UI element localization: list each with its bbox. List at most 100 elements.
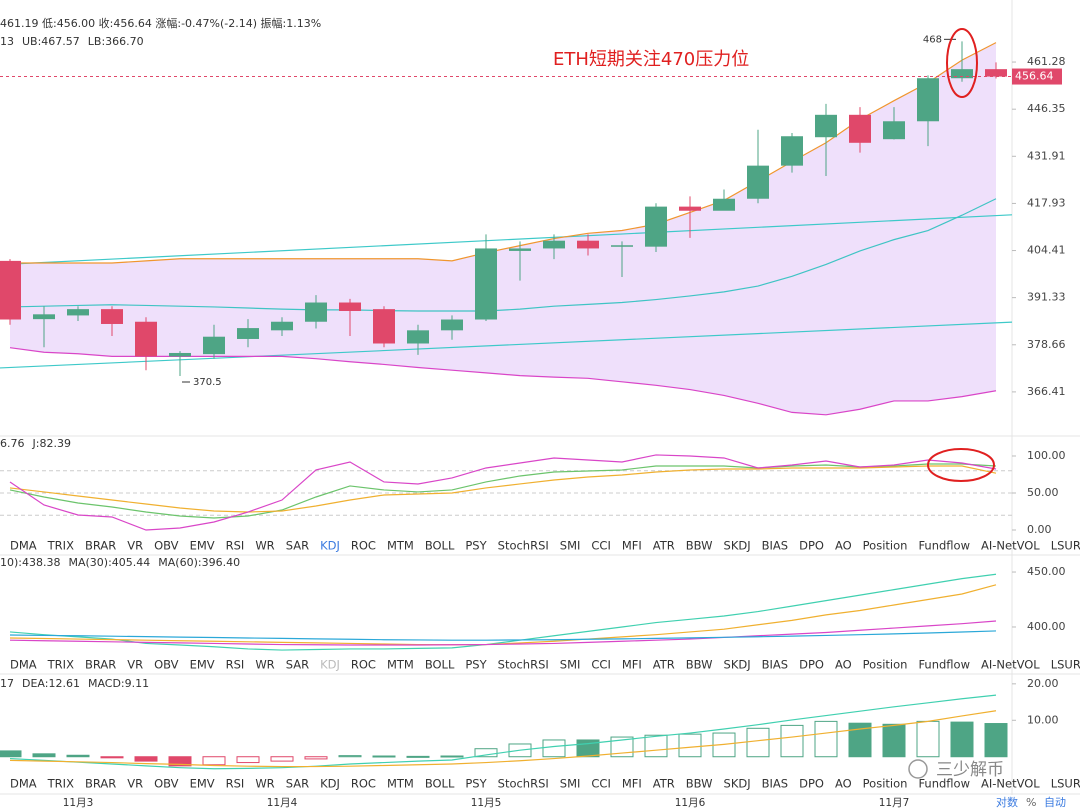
- indicator-tab[interactable]: SAR: [286, 658, 309, 672]
- indicator-tab[interactable]: AO: [835, 658, 852, 672]
- indicator-tab[interactable]: AI-NetVOL: [981, 777, 1040, 791]
- indicator-tab[interactable]: StochRSI: [498, 539, 549, 553]
- indicator-tab[interactable]: KDJ: [320, 777, 340, 791]
- indicator-tab[interactable]: Position: [863, 658, 908, 672]
- indicator-tab[interactable]: EMV: [190, 658, 215, 672]
- y-tick-label: 378.66: [1027, 338, 1066, 351]
- indicator-tab[interactable]: BOLL: [425, 658, 455, 672]
- indicator-tab[interactable]: SMI: [560, 658, 581, 672]
- indicator-tab[interactable]: DPO: [799, 777, 824, 791]
- indicator-tab[interactable]: PSY: [465, 539, 487, 553]
- indicator-tab[interactable]: BRAR: [85, 777, 116, 791]
- indicator-tab[interactable]: DPO: [799, 539, 824, 553]
- indicator-tab[interactable]: ROC: [351, 658, 376, 672]
- indicator-tab[interactable]: KDJ: [320, 658, 340, 672]
- indicator-tab[interactable]: WR: [255, 777, 274, 791]
- plot-layer: 461.28 446.35 431.91 417.93 404.41 391.33 378.…: [0, 16, 1080, 809]
- indicator-tab[interactable]: MTM: [387, 658, 414, 672]
- indicator-tab[interactable]: MFI: [622, 539, 642, 553]
- y-tick-label: 400.00: [1027, 620, 1066, 633]
- y-tick-label: 446.35: [1027, 102, 1066, 115]
- macd-bar: [780, 724, 804, 758]
- indicator-tab[interactable]: BIAS: [762, 658, 788, 672]
- indicator-tab[interactable]: AO: [835, 539, 852, 553]
- indicator-tab[interactable]: LSUR: [1051, 777, 1080, 791]
- high-annotation: 468: [923, 34, 942, 45]
- indicator-tab[interactable]: SMI: [560, 539, 581, 553]
- indicator-tab[interactable]: DMA: [10, 777, 37, 791]
- indicator-tab[interactable]: CCI: [591, 539, 610, 553]
- indicator-tab[interactable]: CCI: [591, 777, 610, 791]
- indicator-tab[interactable]: SMI: [560, 777, 581, 791]
- axis-mode[interactable]: 对数: [996, 795, 1018, 809]
- indicator-tab[interactable]: RSI: [226, 539, 245, 553]
- indicator-tab[interactable]: OBV: [154, 658, 179, 672]
- indicator-tab[interactable]: PSY: [465, 658, 487, 672]
- indicator-tab[interactable]: MFI: [622, 777, 642, 791]
- indicator-tab[interactable]: StochRSI: [498, 658, 549, 672]
- indicator-tab[interactable]: BIAS: [762, 539, 788, 553]
- indicator-tab[interactable]: VR: [127, 658, 143, 672]
- indicator-tab[interactable]: WR: [255, 539, 274, 553]
- indicator-tab[interactable]: SAR: [286, 777, 309, 791]
- indicator-tab[interactable]: RSI: [226, 658, 245, 672]
- indicator-tab[interactable]: OBV: [154, 777, 179, 791]
- indicator-tab[interactable]: Fundflow: [918, 539, 970, 553]
- indicator-tab[interactable]: SKDJ: [724, 777, 751, 791]
- indicator-tab[interactable]: MTM: [387, 777, 414, 791]
- indicator-tab[interactable]: DMA: [10, 539, 37, 553]
- indicator-tab[interactable]: Position: [863, 539, 908, 553]
- indicator-tab[interactable]: VR: [127, 539, 143, 553]
- indicator-tab[interactable]: ATR: [653, 539, 675, 553]
- indicator-tab[interactable]: PSY: [465, 777, 487, 791]
- indicator-tab[interactable]: StochRSI: [498, 777, 549, 791]
- indicator-tab[interactable]: LSUR: [1051, 658, 1080, 672]
- axis-mode[interactable]: %: [1026, 796, 1036, 809]
- indicator-tab[interactable]: BBW: [686, 777, 713, 791]
- indicator-tab[interactable]: DMA: [10, 658, 37, 672]
- indicator-tab[interactable]: AI-NetVOL: [981, 539, 1040, 553]
- indicator-tab[interactable]: RSI: [226, 777, 245, 791]
- indicator-tab[interactable]: BOLL: [425, 777, 455, 791]
- indicator-tab[interactable]: Fundflow: [918, 777, 970, 791]
- series-line: [9, 620, 997, 646]
- indicator-tab[interactable]: LSUR: [1051, 539, 1080, 553]
- indicator-tab[interactable]: ROC: [351, 539, 376, 553]
- indicator-tab[interactable]: OBV: [154, 539, 179, 553]
- macd-bar: [134, 756, 158, 762]
- indicator-tab[interactable]: ATR: [653, 658, 675, 672]
- indicator-tab[interactable]: BRAR: [85, 658, 116, 672]
- indicator-tab[interactable]: AI-NetVOL: [981, 658, 1040, 672]
- indicator-tab[interactable]: BRAR: [85, 539, 116, 553]
- indicator-tab[interactable]: BOLL: [425, 539, 455, 553]
- indicator-tab[interactable]: CCI: [591, 658, 610, 672]
- candle-body: [543, 240, 565, 249]
- indicator-tab[interactable]: VR: [127, 777, 143, 791]
- indicator-tab[interactable]: AO: [835, 777, 852, 791]
- indicator-tab[interactable]: WR: [255, 658, 274, 672]
- indicator-tab[interactable]: KDJ: [320, 539, 340, 553]
- macd-bar: [678, 733, 702, 758]
- indicator-tab[interactable]: MFI: [622, 658, 642, 672]
- indicator-tab[interactable]: TRIX: [47, 658, 74, 672]
- indicator-tab[interactable]: DPO: [799, 658, 824, 672]
- indicator-tab[interactable]: EMV: [190, 777, 215, 791]
- indicator-tab[interactable]: ATR: [653, 777, 675, 791]
- indicator-tab[interactable]: TRIX: [47, 777, 74, 791]
- y-tick-label: 100.00: [1027, 449, 1066, 462]
- indicator-tab[interactable]: Fundflow: [918, 658, 970, 672]
- indicator-tab[interactable]: BIAS: [762, 777, 788, 791]
- indicator-tab[interactable]: SAR: [286, 539, 309, 553]
- indicator-tab[interactable]: TRIX: [47, 539, 74, 553]
- indicator-tab[interactable]: SKDJ: [724, 658, 751, 672]
- axis-mode[interactable]: 自动: [1044, 796, 1066, 809]
- indicator-tab[interactable]: Position: [863, 777, 908, 791]
- indicator-tab[interactable]: MTM: [387, 539, 414, 553]
- indicator-tab[interactable]: SKDJ: [724, 539, 751, 553]
- indicator-tab[interactable]: ROC: [351, 777, 376, 791]
- macd-bar: [474, 748, 498, 758]
- legend-text: LB:366.70: [88, 35, 144, 48]
- indicator-tab[interactable]: BBW: [686, 539, 713, 553]
- indicator-tab[interactable]: BBW: [686, 658, 713, 672]
- indicator-tab[interactable]: EMV: [190, 539, 215, 553]
